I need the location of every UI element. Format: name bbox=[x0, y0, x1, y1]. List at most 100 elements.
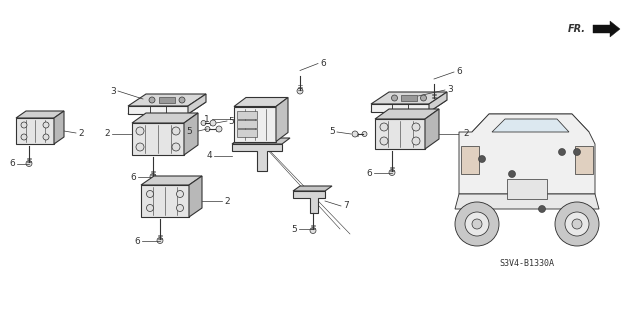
Circle shape bbox=[412, 137, 420, 145]
Text: 6: 6 bbox=[366, 168, 372, 177]
Circle shape bbox=[43, 134, 49, 140]
Circle shape bbox=[147, 204, 154, 211]
Polygon shape bbox=[455, 194, 599, 209]
Circle shape bbox=[538, 205, 545, 212]
Circle shape bbox=[420, 95, 426, 101]
Circle shape bbox=[297, 88, 303, 94]
Circle shape bbox=[412, 123, 420, 131]
Circle shape bbox=[21, 122, 27, 128]
Polygon shape bbox=[141, 185, 189, 217]
Text: 2: 2 bbox=[463, 130, 468, 138]
Polygon shape bbox=[54, 111, 64, 144]
Circle shape bbox=[177, 204, 184, 211]
Polygon shape bbox=[375, 109, 439, 119]
Circle shape bbox=[179, 97, 185, 103]
Bar bbox=[507, 179, 547, 199]
Polygon shape bbox=[132, 113, 198, 123]
Polygon shape bbox=[371, 104, 429, 112]
Circle shape bbox=[555, 202, 599, 246]
Text: 2: 2 bbox=[224, 197, 230, 205]
Circle shape bbox=[572, 219, 582, 229]
Bar bbox=[237, 129, 257, 137]
Circle shape bbox=[472, 219, 482, 229]
Circle shape bbox=[380, 123, 388, 131]
Text: 6: 6 bbox=[320, 59, 326, 68]
Polygon shape bbox=[128, 106, 188, 114]
Polygon shape bbox=[234, 107, 276, 142]
Bar bbox=[237, 120, 257, 128]
Polygon shape bbox=[232, 144, 282, 171]
Text: 6: 6 bbox=[131, 173, 136, 182]
Circle shape bbox=[43, 122, 49, 128]
Bar bbox=[401, 95, 417, 101]
Text: 6: 6 bbox=[9, 160, 15, 168]
Bar bbox=[461, 146, 479, 174]
Circle shape bbox=[210, 120, 216, 126]
Polygon shape bbox=[188, 94, 206, 114]
Polygon shape bbox=[371, 100, 447, 112]
Circle shape bbox=[177, 190, 184, 197]
Text: 4: 4 bbox=[206, 152, 212, 160]
Text: 3: 3 bbox=[447, 85, 452, 94]
Circle shape bbox=[352, 131, 358, 137]
Circle shape bbox=[362, 131, 367, 137]
Circle shape bbox=[380, 137, 388, 145]
Circle shape bbox=[26, 160, 32, 167]
Text: 3: 3 bbox=[110, 86, 116, 95]
Circle shape bbox=[310, 227, 316, 234]
Polygon shape bbox=[234, 98, 288, 107]
Polygon shape bbox=[276, 98, 288, 142]
Polygon shape bbox=[375, 119, 425, 149]
Polygon shape bbox=[128, 102, 206, 114]
Polygon shape bbox=[293, 191, 325, 213]
Circle shape bbox=[455, 202, 499, 246]
Circle shape bbox=[216, 126, 222, 132]
Polygon shape bbox=[132, 123, 184, 155]
Polygon shape bbox=[16, 118, 54, 144]
Text: 2: 2 bbox=[104, 130, 110, 138]
Bar bbox=[237, 111, 257, 119]
Polygon shape bbox=[472, 114, 589, 132]
Polygon shape bbox=[184, 113, 198, 155]
Circle shape bbox=[392, 95, 397, 101]
Text: 2: 2 bbox=[78, 129, 84, 137]
Text: 5: 5 bbox=[186, 128, 192, 137]
Text: 5: 5 bbox=[329, 128, 335, 137]
Polygon shape bbox=[593, 21, 620, 37]
Circle shape bbox=[21, 134, 27, 140]
Polygon shape bbox=[371, 92, 447, 104]
Text: 7: 7 bbox=[343, 202, 349, 211]
Circle shape bbox=[147, 190, 154, 197]
Text: FR.: FR. bbox=[568, 24, 586, 34]
Polygon shape bbox=[189, 176, 202, 217]
Bar bbox=[575, 146, 593, 174]
Circle shape bbox=[136, 143, 144, 151]
Circle shape bbox=[172, 127, 180, 135]
Polygon shape bbox=[492, 119, 569, 132]
Circle shape bbox=[157, 238, 163, 243]
Circle shape bbox=[205, 127, 210, 131]
Circle shape bbox=[150, 174, 156, 180]
Text: S3V4-B1330A: S3V4-B1330A bbox=[499, 259, 554, 269]
Circle shape bbox=[559, 149, 566, 155]
Polygon shape bbox=[425, 109, 439, 149]
Circle shape bbox=[431, 97, 437, 102]
Polygon shape bbox=[293, 186, 332, 191]
Circle shape bbox=[136, 127, 144, 135]
Polygon shape bbox=[459, 114, 595, 194]
Text: 6: 6 bbox=[134, 236, 140, 246]
Circle shape bbox=[573, 149, 580, 155]
Circle shape bbox=[201, 121, 206, 125]
Polygon shape bbox=[16, 111, 64, 118]
Circle shape bbox=[479, 155, 486, 162]
Text: 1: 1 bbox=[204, 115, 210, 123]
Bar bbox=[159, 97, 175, 103]
Polygon shape bbox=[128, 94, 206, 106]
Circle shape bbox=[565, 212, 589, 236]
Circle shape bbox=[172, 143, 180, 151]
Polygon shape bbox=[141, 176, 202, 185]
Circle shape bbox=[389, 169, 395, 175]
Circle shape bbox=[465, 212, 489, 236]
Circle shape bbox=[509, 170, 515, 177]
Text: 5: 5 bbox=[291, 225, 297, 234]
